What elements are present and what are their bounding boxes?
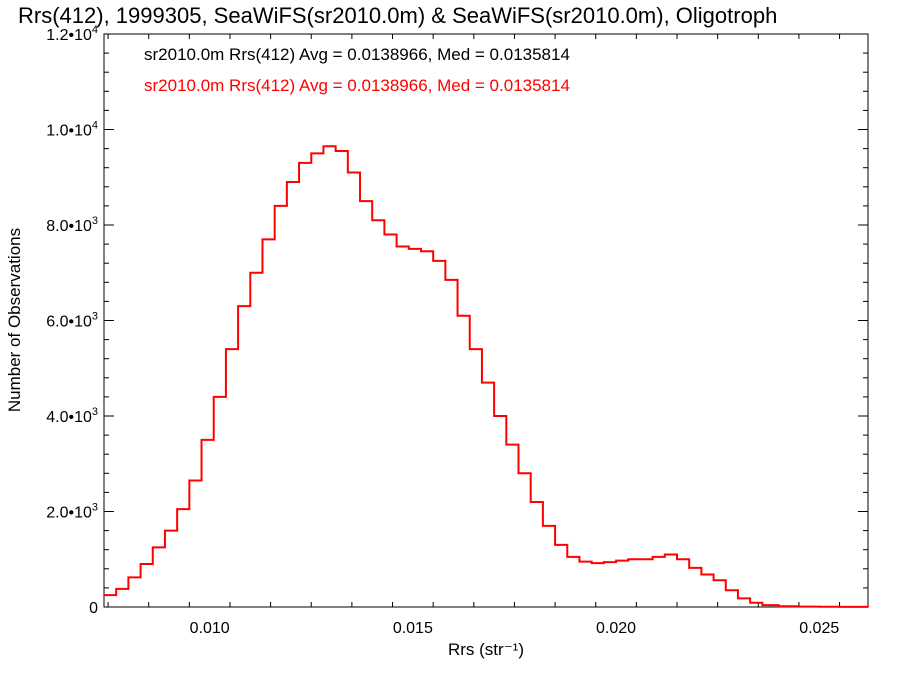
- y-tick-label: 4.0•103: [46, 406, 98, 426]
- legend-entry-2: sr2010.0m Rrs(412) Avg = 0.0138966, Med …: [144, 76, 570, 95]
- x-tick-label: 0.015: [393, 620, 433, 637]
- x-axis-label: Rrs (str⁻¹): [448, 640, 524, 659]
- plot-frame: [103, 33, 869, 608]
- y-tick-label: 1.2•104: [46, 24, 98, 44]
- y-tick-label: 6.0•103: [46, 311, 98, 331]
- y-tick-label: 8.0•103: [46, 215, 98, 235]
- y-axis-label: Number of Observations: [5, 228, 24, 412]
- histogram-series-line: [104, 145, 869, 608]
- chart-title: Rrs(412), 1999305, SeaWiFS(sr2010.0m) & …: [18, 3, 778, 28]
- y-tick-label: 1.0•104: [46, 120, 98, 140]
- legend-entry-1: sr2010.0m Rrs(412) Avg = 0.0138966, Med …: [144, 45, 570, 64]
- x-tick-label: 0.020: [596, 620, 636, 637]
- x-tick-label: 0.010: [190, 620, 230, 637]
- y-axis-ticks: 0 2.0•103 4.0•103 6.0•103 8.0•103 1.0•104 1.2•…: [46, 24, 868, 617]
- y-tick-label: 2.0•103: [46, 502, 98, 522]
- x-tick-label: 0.025: [799, 620, 839, 637]
- x-axis-ticks: 0.010 0.015 0.020 0.025: [107, 34, 841, 637]
- y-tick-label: 0: [89, 600, 98, 617]
